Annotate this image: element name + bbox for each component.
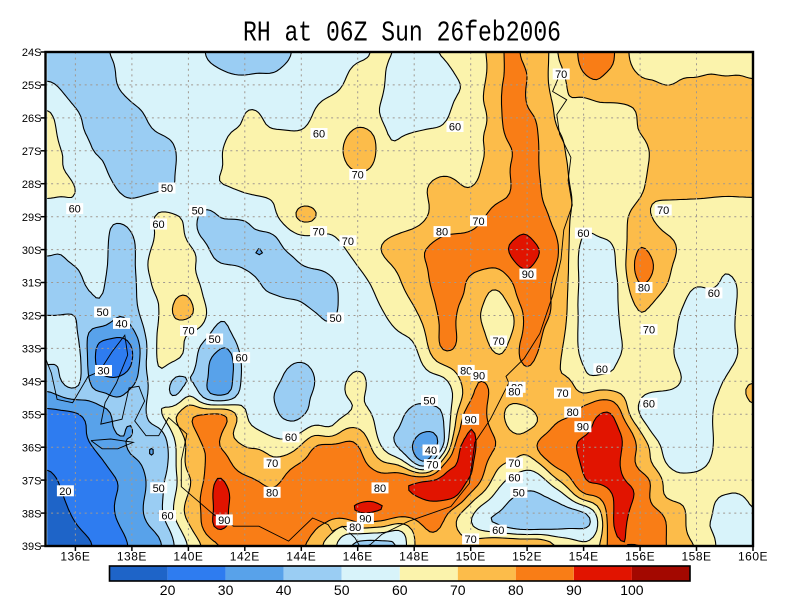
svg-text:33S: 33S (22, 344, 42, 356)
svg-text:30: 30 (97, 366, 109, 378)
svg-text:80: 80 (266, 487, 278, 499)
svg-text:60: 60 (492, 525, 504, 537)
svg-text:38S: 38S (22, 508, 42, 520)
svg-text:70: 70 (450, 582, 466, 598)
svg-text:70: 70 (426, 460, 438, 472)
svg-text:158E: 158E (681, 550, 711, 564)
svg-text:90: 90 (218, 515, 230, 527)
svg-text:50: 50 (423, 395, 435, 407)
svg-text:70: 70 (643, 325, 655, 337)
svg-text:70: 70 (472, 216, 484, 228)
svg-text:30: 30 (218, 582, 234, 598)
svg-text:80: 80 (508, 387, 520, 399)
svg-text:50: 50 (513, 487, 525, 499)
svg-text:80: 80 (349, 522, 361, 534)
svg-text:80: 80 (436, 227, 448, 239)
svg-text:50: 50 (208, 334, 220, 346)
svg-text:90: 90 (522, 269, 534, 281)
svg-text:RH at 06Z Sun 26feb2006: RH at 06Z Sun 26feb2006 (243, 17, 561, 50)
svg-text:39S: 39S (22, 541, 42, 553)
svg-text:80: 80 (374, 483, 386, 495)
svg-text:60: 60 (577, 228, 589, 240)
svg-text:50: 50 (334, 582, 350, 598)
svg-text:136E: 136E (60, 550, 90, 564)
svg-text:60: 60 (152, 219, 164, 231)
svg-text:148E: 148E (399, 550, 429, 564)
svg-text:70: 70 (352, 170, 364, 182)
svg-text:70: 70 (555, 69, 567, 81)
svg-text:40: 40 (276, 582, 292, 598)
svg-text:50: 50 (96, 307, 108, 319)
svg-text:154E: 154E (569, 550, 599, 564)
svg-text:60: 60 (69, 204, 81, 216)
svg-text:100: 100 (620, 582, 644, 598)
svg-text:90: 90 (566, 582, 582, 598)
svg-text:25S: 25S (22, 80, 42, 92)
svg-text:70: 70 (508, 458, 520, 470)
svg-text:142E: 142E (230, 550, 260, 564)
svg-text:90: 90 (577, 422, 589, 434)
svg-text:24S: 24S (22, 47, 42, 59)
svg-text:60: 60 (392, 582, 408, 598)
svg-text:152E: 152E (512, 550, 542, 564)
svg-text:70: 70 (464, 534, 476, 546)
svg-text:70: 70 (492, 336, 504, 348)
svg-text:60: 60 (708, 288, 720, 300)
svg-text:27S: 27S (22, 146, 42, 158)
svg-text:29S: 29S (22, 212, 42, 224)
svg-text:150E: 150E (456, 550, 486, 564)
svg-text:36S: 36S (22, 442, 42, 454)
svg-text:70: 70 (182, 326, 194, 338)
svg-text:60: 60 (508, 473, 520, 485)
svg-text:60: 60 (596, 364, 608, 376)
svg-text:20: 20 (160, 582, 176, 598)
svg-text:80: 80 (508, 582, 524, 598)
svg-text:80: 80 (567, 407, 579, 419)
svg-text:144E: 144E (286, 550, 316, 564)
svg-text:40: 40 (115, 318, 127, 330)
svg-text:20: 20 (59, 486, 71, 498)
svg-text:160E: 160E (738, 550, 768, 564)
svg-text:80: 80 (460, 365, 472, 377)
svg-text:26S: 26S (22, 113, 42, 125)
svg-text:60: 60 (285, 432, 297, 444)
svg-text:30S: 30S (22, 245, 42, 257)
svg-text:50: 50 (153, 483, 165, 495)
svg-text:70: 70 (266, 458, 278, 470)
svg-text:90: 90 (473, 371, 485, 383)
svg-text:50: 50 (161, 183, 173, 195)
svg-text:90: 90 (464, 414, 476, 426)
svg-text:37S: 37S (22, 475, 42, 487)
svg-text:60: 60 (449, 122, 461, 134)
svg-text:140E: 140E (173, 550, 203, 564)
svg-text:60: 60 (235, 353, 247, 365)
svg-text:31S: 31S (22, 278, 42, 290)
svg-text:34S: 34S (22, 377, 42, 389)
svg-text:156E: 156E (625, 550, 655, 564)
svg-text:70: 70 (342, 236, 354, 248)
svg-text:32S: 32S (22, 311, 42, 323)
svg-text:28S: 28S (22, 179, 42, 191)
svg-text:40: 40 (425, 445, 437, 457)
svg-text:146E: 146E (343, 550, 373, 564)
svg-text:70: 70 (312, 227, 324, 239)
svg-text:60: 60 (161, 511, 173, 523)
svg-text:60: 60 (313, 129, 325, 141)
svg-text:50: 50 (192, 206, 204, 218)
svg-text:80: 80 (638, 283, 650, 295)
svg-text:50: 50 (329, 313, 341, 325)
svg-text:35S: 35S (22, 410, 42, 422)
svg-text:70: 70 (657, 205, 669, 217)
svg-text:60: 60 (643, 398, 655, 410)
svg-text:70: 70 (556, 388, 568, 400)
svg-text:138E: 138E (117, 550, 147, 564)
